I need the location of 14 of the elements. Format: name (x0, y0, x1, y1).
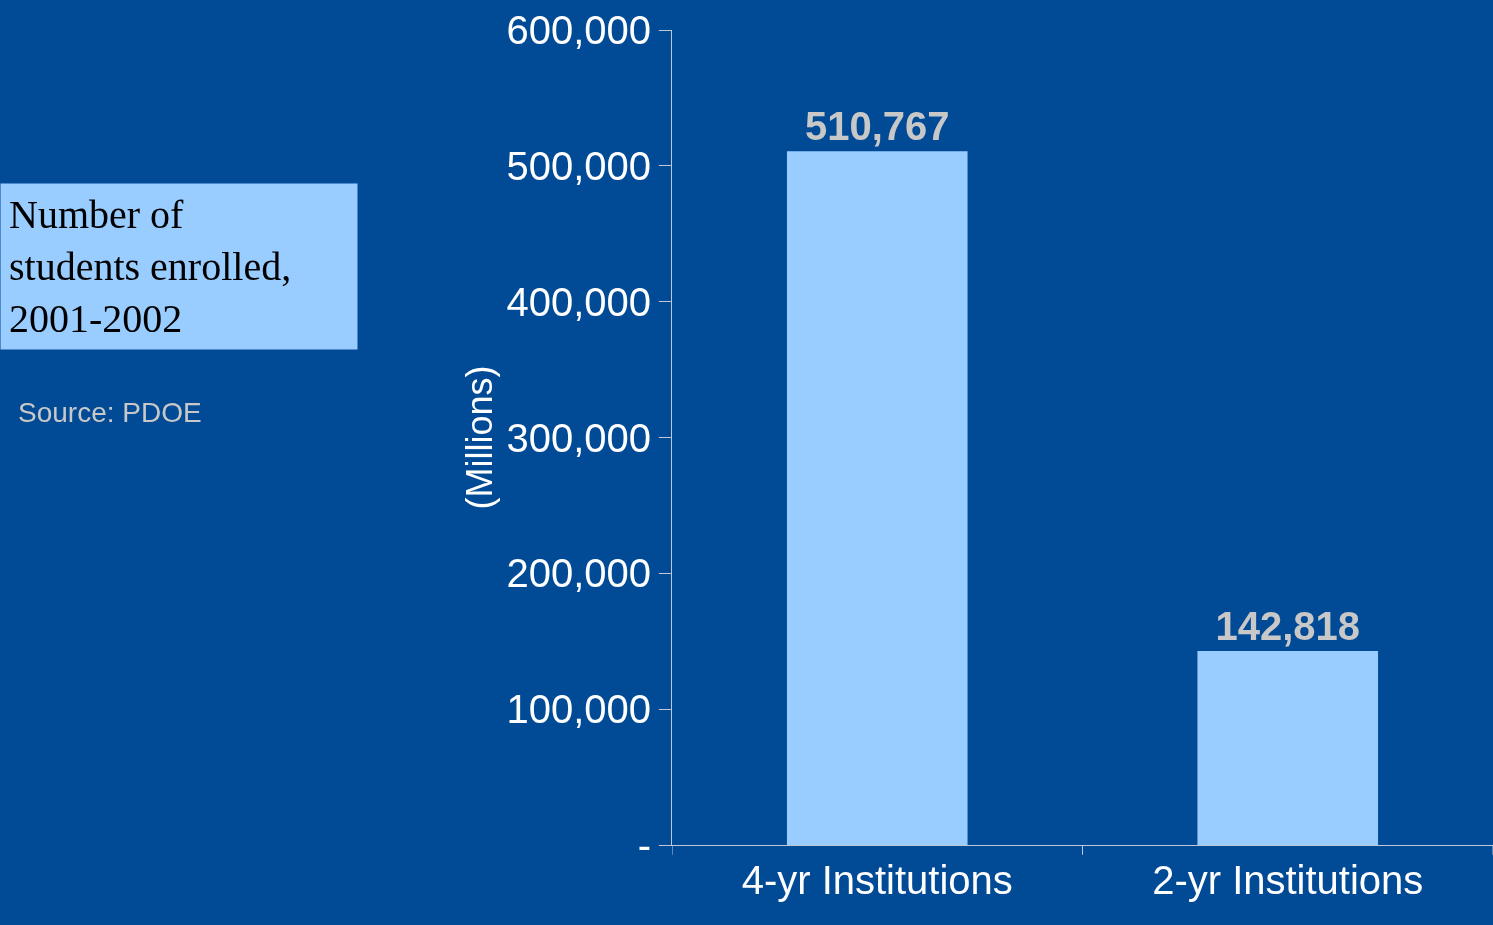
x-tick-label: 4-yr Institutions (741, 858, 1013, 902)
y-tick-label: 100,000 (506, 687, 651, 732)
source-note: Source: PDOE (18, 397, 202, 428)
y-tick-label: 300,000 (506, 415, 651, 460)
y-tick-label: - (637, 823, 651, 867)
y-tick-label: 600,000 (506, 8, 651, 52)
x-tick-label: 2-yr Institutions (1152, 858, 1424, 902)
text: Number of students enrolled, 2001-2002 (9, 192, 292, 341)
y-axis-title: (Millions) (459, 365, 501, 510)
data-label: 142,818 (1215, 604, 1361, 649)
y-tick-label: 400,000 (506, 279, 651, 324)
y-tick-label: 200,000 (506, 551, 651, 596)
data-label: 510,767 (804, 104, 950, 149)
y-tick-label: 500,000 (506, 143, 651, 188)
